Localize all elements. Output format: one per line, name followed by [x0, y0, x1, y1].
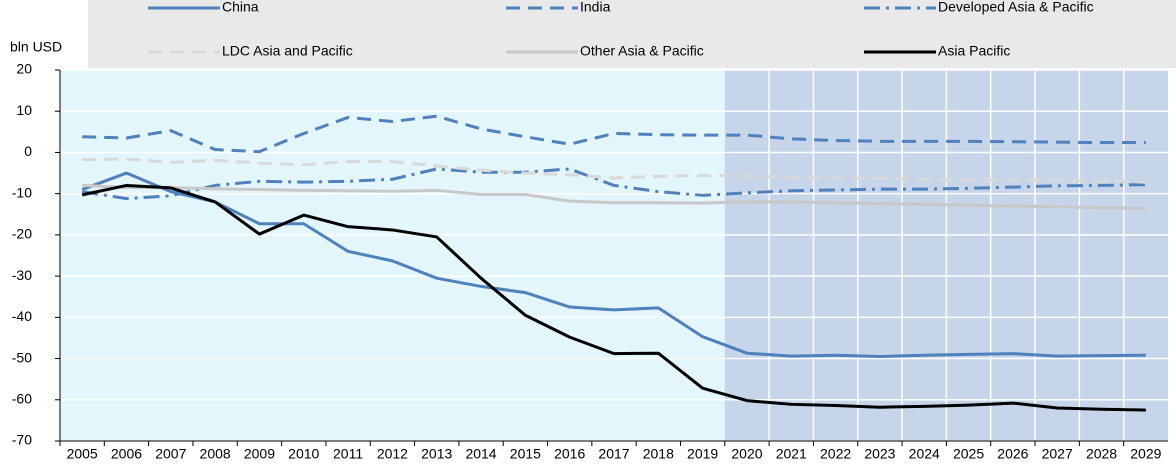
x-tick-label: 2028: [1086, 446, 1117, 462]
y-tick-label: 20: [16, 61, 32, 77]
x-tick-label: 2014: [465, 446, 496, 462]
legend-label: India: [580, 0, 611, 15]
y-tick-label: -10: [12, 184, 32, 200]
history-area: [60, 70, 725, 441]
x-tick-label: 2025: [953, 446, 984, 462]
series-line: [81, 167, 1146, 201]
y-tick-label: -70: [12, 432, 32, 448]
y-tick-label: -50: [12, 349, 32, 365]
x-tick-label: 2026: [997, 446, 1028, 462]
legend-label: Other Asia & Pacific: [580, 43, 704, 59]
x-tick-label: 2027: [1042, 446, 1073, 462]
y-tick-label: -20: [12, 226, 32, 242]
x-tick-label: 2013: [421, 446, 452, 462]
x-tick-label: 2010: [288, 446, 319, 462]
series-line: [82, 157, 1146, 184]
y-tick-label: -60: [12, 390, 32, 406]
legend-label: China: [222, 0, 259, 15]
x-tick-label: 2016: [554, 446, 585, 462]
x-tick-label: 2011: [333, 446, 363, 462]
y-tick-label: -40: [12, 308, 32, 324]
x-tick-label: 2007: [155, 446, 186, 462]
x-tick-label: 2015: [510, 446, 541, 462]
x-tick-label: 2029: [1130, 446, 1161, 462]
x-tick-label: 2020: [731, 446, 762, 462]
y-axis-label: bln USD: [10, 39, 62, 55]
x-tick-label: 2017: [598, 446, 629, 462]
legend-label: Developed Asia & Pacific: [938, 0, 1094, 15]
x-tick-label: 2019: [687, 446, 718, 462]
legend-background: [88, 0, 1176, 68]
series-line: [81, 183, 1146, 412]
series-line: [82, 183, 1146, 211]
x-tick-label: 2009: [244, 446, 275, 462]
x-tick-label: 2008: [200, 446, 231, 462]
x-tick-label: 2005: [67, 446, 98, 462]
series-line: [82, 114, 1146, 154]
x-tick-label: 2024: [909, 446, 940, 462]
series-line: [81, 171, 1146, 358]
y-tick-label: 0: [24, 143, 32, 159]
legend-label: LDC Asia and Pacific: [222, 43, 353, 59]
y-tick-label: -30: [12, 267, 32, 283]
x-tick-label: 2021: [776, 446, 807, 462]
x-tick-label: 2018: [643, 446, 674, 462]
x-tick-label: 2006: [111, 446, 142, 462]
x-tick-label: 2022: [820, 446, 851, 462]
legend-label: Asia Pacific: [938, 43, 1010, 59]
x-tick-label: 2012: [377, 446, 408, 462]
y-tick-label: 10: [16, 102, 32, 118]
x-tick-label: 2023: [864, 446, 895, 462]
